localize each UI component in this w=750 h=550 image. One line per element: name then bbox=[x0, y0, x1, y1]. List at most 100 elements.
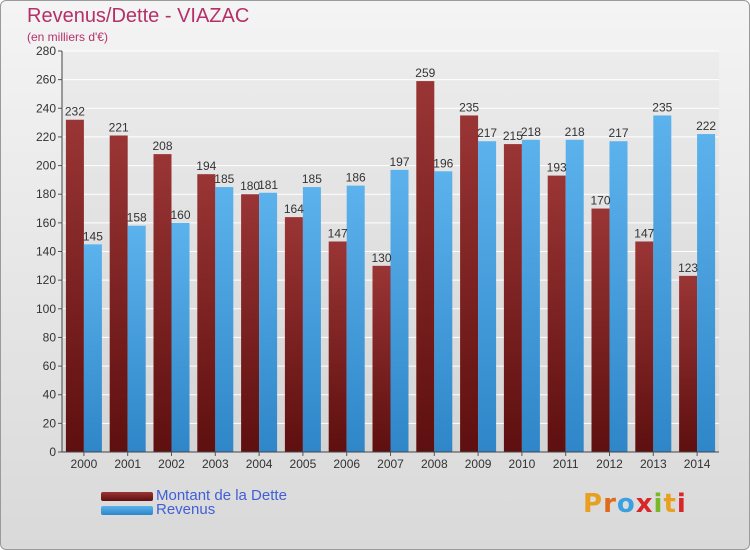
bar-revenus bbox=[346, 185, 365, 452]
y-tick-label: 180 bbox=[36, 187, 56, 201]
value-label-dette: 208 bbox=[152, 139, 172, 153]
proxiti-logo: Proxiti bbox=[583, 489, 687, 519]
y-tick-label: 0 bbox=[49, 445, 56, 459]
x-tick-label: 2003 bbox=[202, 457, 229, 471]
bar-revenus bbox=[609, 141, 628, 452]
y-tick-label: 160 bbox=[36, 216, 56, 230]
bar-revenus bbox=[83, 244, 102, 452]
chart-subtitle: (en milliers d'€) bbox=[27, 30, 108, 44]
logo-letter: i bbox=[653, 489, 664, 519]
y-tick-label: 20 bbox=[43, 416, 57, 430]
bar-dette bbox=[635, 241, 654, 452]
y-tick-label: 60 bbox=[43, 359, 57, 373]
value-label-revenus: 185 bbox=[214, 172, 234, 186]
bar-dette bbox=[241, 194, 260, 452]
x-tick-label: 2014 bbox=[684, 457, 711, 471]
y-tick-label: 120 bbox=[36, 273, 56, 287]
x-tick-label: 2002 bbox=[158, 457, 185, 471]
x-tick-label: 2013 bbox=[640, 457, 667, 471]
value-label-dette: 147 bbox=[634, 226, 654, 240]
value-label-dette: 193 bbox=[547, 161, 567, 175]
value-label-revenus: 160 bbox=[170, 208, 190, 222]
y-tick-label: 140 bbox=[36, 245, 56, 259]
value-label-revenus: 217 bbox=[477, 126, 497, 140]
legend-swatch-dette bbox=[101, 492, 153, 501]
y-tick-label: 240 bbox=[36, 101, 56, 115]
logo-letter: t bbox=[663, 489, 677, 519]
bar-revenus bbox=[697, 134, 716, 453]
bar-revenus bbox=[259, 192, 278, 452]
legend-label-dette: Montant de la Dette bbox=[156, 487, 287, 504]
bar-revenus bbox=[565, 139, 584, 453]
value-label-revenus: 222 bbox=[696, 119, 716, 133]
value-label-dette: 180 bbox=[240, 179, 260, 193]
bar-revenus bbox=[127, 225, 146, 452]
value-label-revenus: 235 bbox=[652, 100, 672, 114]
x-tick-label: 2011 bbox=[553, 457, 579, 471]
bar-revenus bbox=[521, 139, 540, 453]
bar-revenus bbox=[434, 171, 453, 453]
logo-letter: r bbox=[603, 489, 617, 519]
bar-revenus bbox=[478, 141, 497, 452]
bar-dette bbox=[197, 174, 216, 452]
value-label-dette: 235 bbox=[459, 100, 479, 114]
y-tick-label: 280 bbox=[36, 44, 56, 58]
value-label-dette: 221 bbox=[109, 120, 129, 134]
bar-dette bbox=[109, 135, 128, 452]
value-label-dette: 170 bbox=[590, 194, 610, 208]
bar-revenus bbox=[215, 187, 234, 452]
value-label-dette: 194 bbox=[196, 159, 216, 173]
logo-letter: x bbox=[635, 489, 654, 519]
y-tick-label: 260 bbox=[36, 73, 56, 87]
logo-letter: i bbox=[676, 489, 687, 519]
x-tick-label: 2007 bbox=[377, 457, 404, 471]
bar-dette bbox=[328, 241, 347, 452]
value-label-revenus: 186 bbox=[346, 171, 366, 185]
value-label-revenus: 217 bbox=[608, 126, 628, 140]
y-tick-label: 40 bbox=[43, 388, 57, 402]
bar-dette bbox=[65, 119, 84, 452]
bar-dette bbox=[153, 154, 172, 452]
value-label-dette: 259 bbox=[415, 66, 435, 80]
y-tick-label: 100 bbox=[36, 302, 56, 316]
chart-title: Revenus/Dette - VIAZAC bbox=[27, 5, 250, 27]
value-label-dette: 130 bbox=[371, 251, 391, 265]
x-tick-label: 2010 bbox=[509, 457, 536, 471]
value-label-revenus: 158 bbox=[127, 211, 147, 225]
x-tick-label: 2001 bbox=[114, 457, 141, 471]
value-label-revenus: 185 bbox=[302, 172, 322, 186]
y-tick-label: 220 bbox=[36, 130, 56, 144]
value-label-revenus: 145 bbox=[83, 229, 103, 243]
x-tick-label: 2012 bbox=[596, 457, 623, 471]
value-label-revenus: 218 bbox=[521, 125, 541, 139]
x-tick-label: 2009 bbox=[465, 457, 492, 471]
y-tick-label: 200 bbox=[36, 159, 56, 173]
value-label-dette: 123 bbox=[678, 261, 698, 275]
bar-dette bbox=[547, 175, 566, 452]
bar-dette bbox=[372, 265, 391, 452]
bar-dette bbox=[460, 115, 479, 453]
bar-revenus bbox=[302, 187, 321, 452]
bar-dette bbox=[284, 217, 303, 452]
bar-dette bbox=[416, 81, 435, 452]
x-tick-label: 2004 bbox=[246, 457, 273, 471]
value-label-dette: 147 bbox=[328, 226, 348, 240]
logo-letter: o bbox=[616, 489, 636, 519]
x-tick-label: 2008 bbox=[421, 457, 448, 471]
bar-dette bbox=[679, 275, 698, 452]
value-label-revenus: 196 bbox=[433, 156, 453, 170]
bar-dette bbox=[503, 144, 522, 452]
x-tick-label: 2000 bbox=[71, 457, 98, 471]
bar-revenus bbox=[390, 169, 409, 452]
legend-label-revenus: Revenus bbox=[156, 501, 216, 518]
x-tick-label: 2005 bbox=[290, 457, 317, 471]
value-label-dette: 215 bbox=[503, 129, 523, 143]
value-label-revenus: 218 bbox=[565, 125, 585, 139]
legend-swatch-revenus bbox=[101, 506, 153, 515]
bar-dette bbox=[591, 208, 610, 452]
bar-revenus bbox=[171, 222, 190, 452]
value-label-dette: 164 bbox=[284, 202, 304, 216]
value-label-revenus: 181 bbox=[258, 178, 278, 192]
